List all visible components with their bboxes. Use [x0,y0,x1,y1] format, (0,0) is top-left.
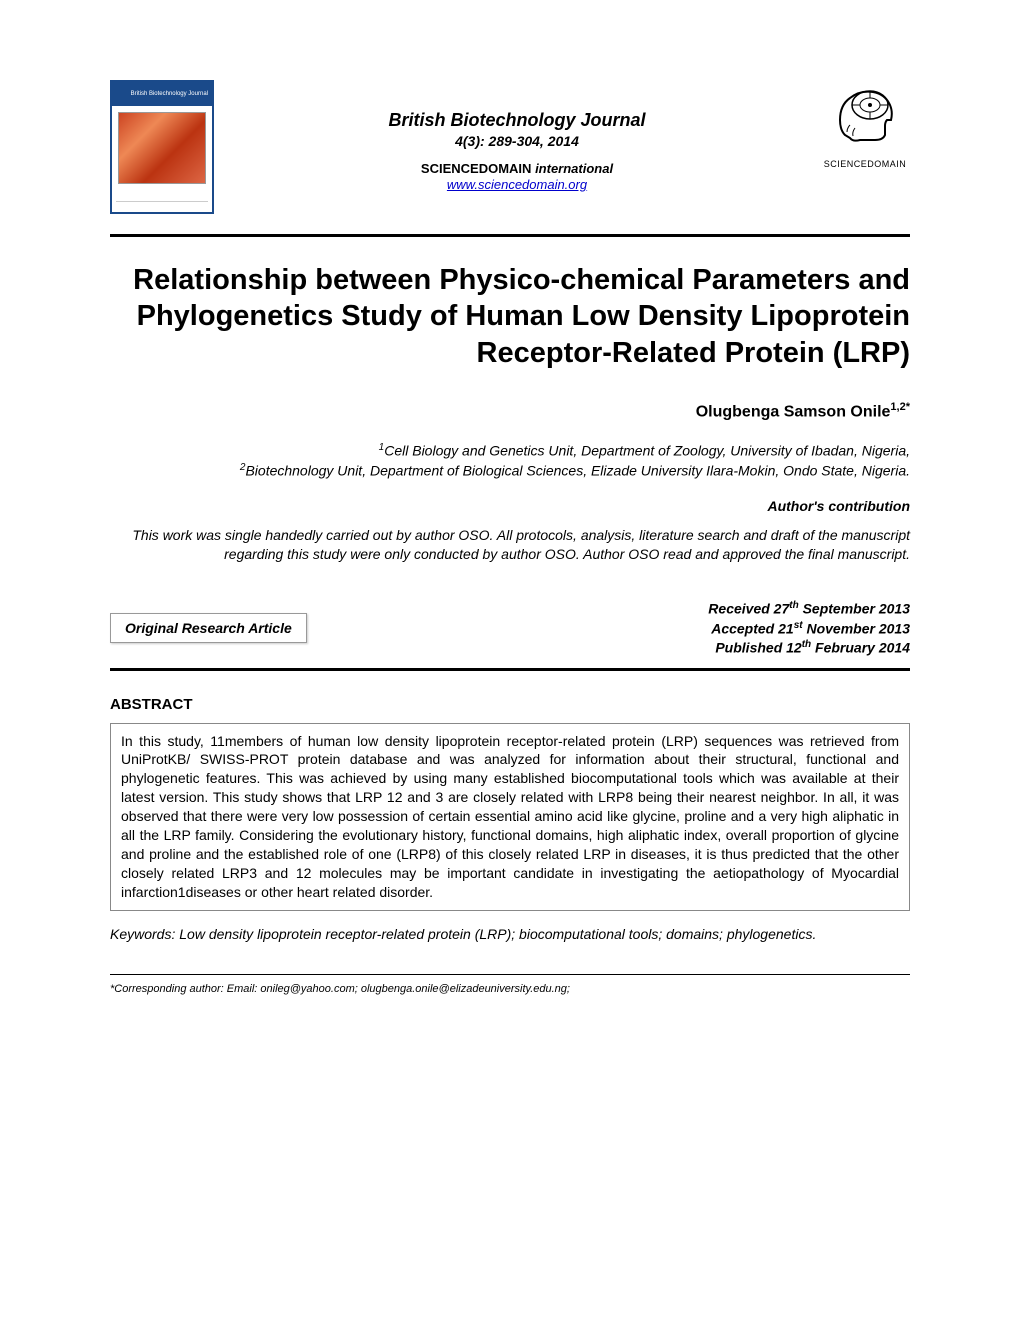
affiliations: 1Cell Biology and Genetics Unit, Departm… [110,441,910,480]
corresponding-author: *Corresponding author: Email: onileg@yah… [110,983,910,995]
divider-bottom [110,974,910,975]
author-sup: 1,2* [890,401,910,413]
abstract-text: In this study, 11members of human low de… [121,733,899,900]
publisher-name: SCIENCEDOMAIN [421,161,532,176]
contribution-text: This work was single handedly carried ou… [110,526,910,564]
article-type: Original Research Article [110,613,307,643]
contribution-heading: Author's contribution [110,498,910,514]
publisher: SCIENCEDOMAIN international [214,161,820,176]
published-date: Published 12th February 2014 [708,638,910,658]
journal-cover-thumbnail: British Biotechnology Journal [110,80,214,214]
accepted-date: Accepted 21st November 2013 [708,619,910,639]
affil-2: Biotechnology Unit, Department of Biolog… [245,462,910,478]
abstract-box: In this study, 11members of human low de… [110,723,910,911]
publisher-url[interactable]: www.sciencedomain.org [447,177,587,192]
header-row: British Biotechnology Journal British Bi… [110,80,910,214]
affil-1: Cell Biology and Genetics Unit, Departme… [384,443,910,459]
abstract-heading: ABSTRACT [110,696,910,713]
dates-block: Received 27th September 2013 Accepted 21… [708,599,910,658]
publisher-intl: international [535,161,613,176]
header-center: British Biotechnology Journal 4(3): 289-… [214,80,820,194]
page: British Biotechnology Journal British Bi… [0,0,1020,1055]
meta-row: Original Research Article Received 27th … [110,599,910,658]
cover-footer [116,201,208,210]
article-title: Relationship between Physico-chemical Pa… [110,262,910,371]
journal-issue: 4(3): 289-304, 2014 [214,133,820,149]
author-line: Olugbenga Samson Onile1,2* [110,401,910,421]
divider-top [110,234,910,237]
cover-title: British Biotechnology Journal [131,91,208,98]
author-name: Olugbenga Samson Onile [696,403,891,420]
logo-label: SCIENCEDOMAIN [820,159,910,169]
divider-mid [110,668,910,671]
keywords: Keywords: Low density lipoprotein recept… [110,925,910,944]
journal-name: British Biotechnology Journal [214,110,820,131]
publisher-logo: SCIENCEDOMAIN [820,80,910,169]
cover-image [118,112,206,184]
brain-head-icon [825,80,905,150]
received-date: Received 27th September 2013 [708,599,910,619]
